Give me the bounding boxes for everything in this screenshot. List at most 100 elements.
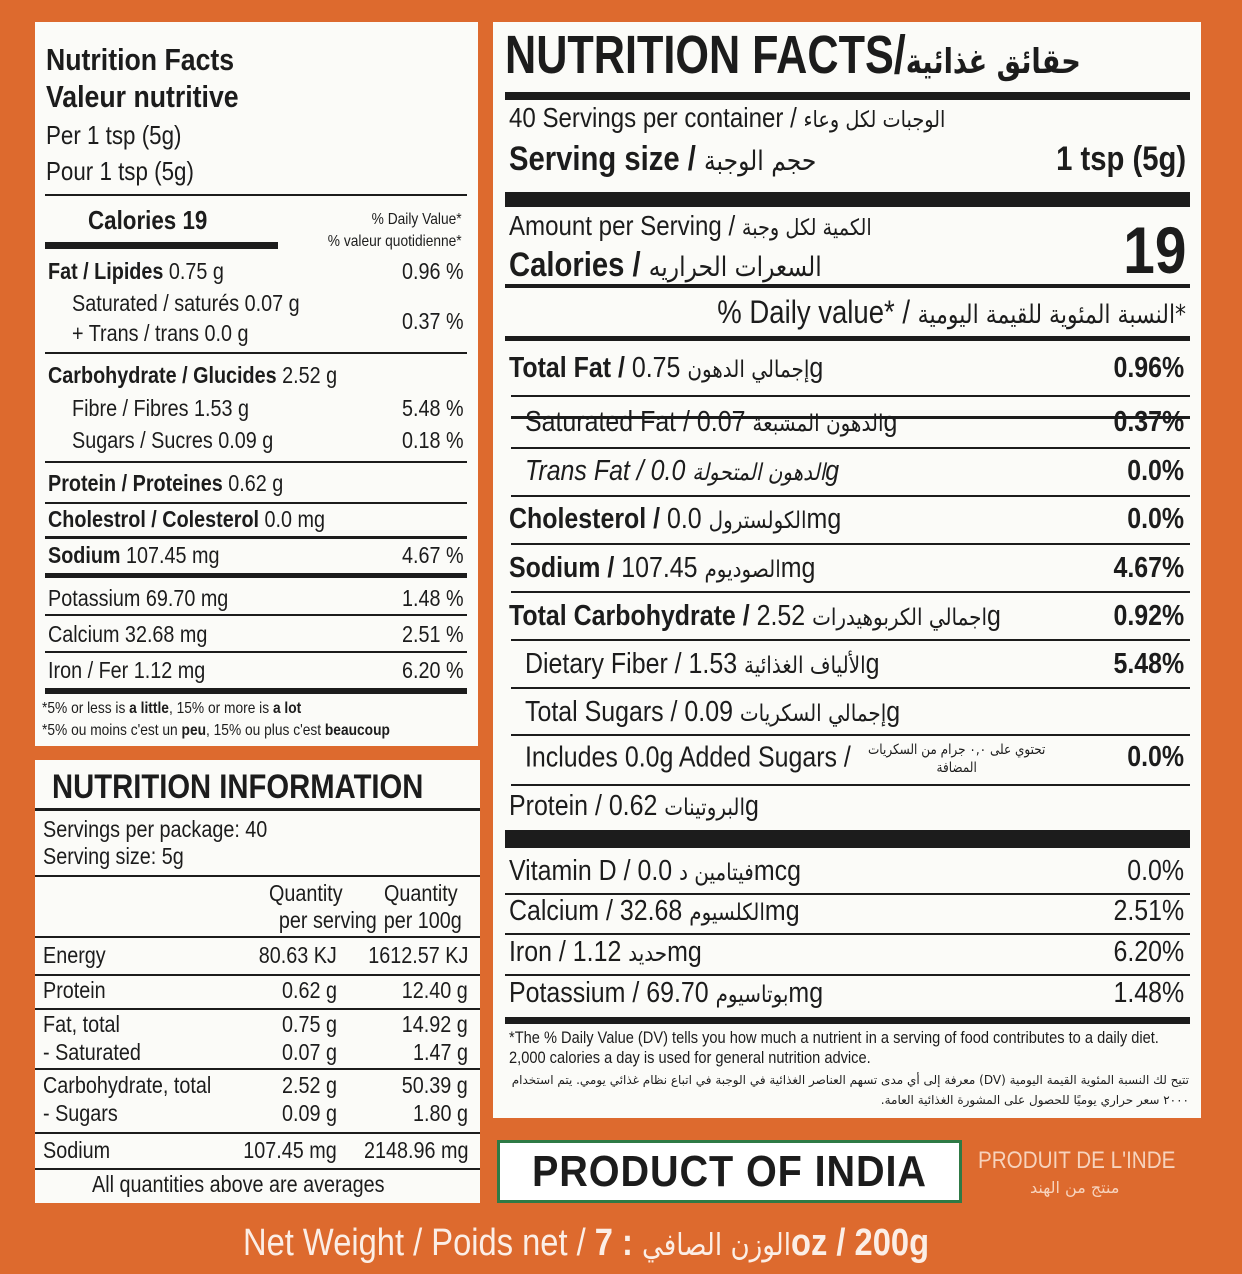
nutrient-amount: 107.45mg — [621, 552, 816, 584]
daily-value-text: 0.0% — [1127, 855, 1184, 887]
row-text: Iron / حديد 1.12mg — [509, 936, 702, 969]
serving-size-value-text: 1 tsp (5g) — [1056, 140, 1186, 178]
label-en: Saturated Fat / — [525, 406, 697, 438]
label-ar: السعرات الحراريه — [648, 252, 822, 283]
nutrient-name: Saturated / saturés 0.07 g — [72, 290, 300, 316]
per-serving-value-text: 0.07 g — [282, 1039, 337, 1065]
label-en: Total Fat / — [509, 352, 632, 384]
nutrient-amount: 0.09g — [684, 696, 901, 728]
nutrient-amount: 2.52 g — [276, 362, 338, 388]
daily-value-text: 5.48 % — [402, 395, 464, 421]
daily-value-text: 6.20% — [1113, 936, 1184, 968]
nutrient-name: Fat / Lipides — [48, 258, 164, 284]
daily-value-text: 0.0% — [1127, 455, 1184, 487]
footnote-fr: *5% ou moins c'est un peu, 15% ou plus c… — [42, 722, 447, 740]
row-text: Dietary Fiber / الألياف الغذائية 1.53g — [525, 648, 880, 681]
calories-value: 19 — [1113, 212, 1186, 288]
dv-fr-text: % valeur quotidienne* — [328, 233, 462, 250]
nutrient-amount: 0.0g — [650, 455, 840, 487]
row: Dietary Fiber / الألياف الغذائية 1.53g — [525, 648, 937, 681]
nutrient-row: Potassium 69.70 mg — [48, 585, 258, 612]
divider — [511, 495, 1190, 497]
per-serving-value: 2.52 g — [273, 1072, 337, 1099]
title-en: Nutrition Facts — [46, 42, 265, 78]
row: Total Carbohydrate / اجمالي الكربوهيدرات… — [509, 600, 1081, 633]
label-ar: حديد — [628, 940, 668, 967]
footnote-part: a lot — [272, 700, 302, 717]
divider — [511, 416, 1190, 419]
divider — [505, 336, 1190, 341]
dv-en: % Daily Value* — [357, 211, 462, 229]
nutrient-row: Protein / Proteines 0.62 g — [48, 470, 322, 497]
serving-size-value: 1 tsp (5g) — [1035, 140, 1186, 179]
row-label: Saturated / saturés 0.07 g — [72, 290, 300, 317]
row-label: + Trans / trans 0.0 g — [72, 320, 248, 347]
nutrient-name: Fibre / Fibres 1.53 g — [72, 395, 249, 421]
info-row-label: - Sugars — [43, 1100, 130, 1127]
info-row-label-text: Energy — [43, 942, 106, 968]
divider — [45, 242, 278, 249]
per-100g-value-text: 1612.57 KJ — [367, 942, 468, 968]
row: Calcium / الكلسيوم 32.68mg — [509, 895, 847, 928]
column-header-per-100g-text: Quantity — [384, 880, 458, 906]
divider — [511, 591, 1190, 593]
row-text: Total Fat / إجمالي الدهون 0.75g — [509, 352, 823, 385]
daily-value-text: 0.96 % — [402, 258, 464, 284]
info-row-label-text: Carbohydrate, total — [43, 1072, 212, 1098]
origin-en: PRODUCT OF INDIA — [531, 1146, 927, 1196]
serving-size-text: Serving size: 5g — [43, 843, 184, 869]
nutrient-name: Protein / Proteines — [48, 470, 223, 496]
label-ar: الوجبات لكل وعاء — [803, 107, 946, 133]
nutrient-amount: 0.0mcg — [637, 855, 801, 887]
info-row-label: Carbohydrate, total — [43, 1072, 239, 1099]
row: Total Sugars / إجمالي السكريات 0.09g — [525, 696, 961, 729]
title-fr: Valeur nutritive — [46, 79, 270, 115]
label-en: Calories / — [509, 246, 649, 284]
calories: Calories 19 — [88, 205, 227, 236]
label-en: Potassium / — [509, 977, 647, 1009]
divider — [45, 502, 467, 504]
per-100g-value-text: 14.92 g — [401, 1011, 468, 1037]
calories-text: Calories 19 — [88, 205, 208, 235]
nutrition-information-panel: NUTRITION INFORMATION Servings per packag… — [35, 760, 480, 1203]
label-en: Sodium / — [509, 552, 622, 584]
info-row-label-text: Protein — [43, 977, 106, 1003]
divider — [45, 352, 467, 354]
column-header-per-100g: Quantity — [372, 880, 458, 907]
footnote-part: *5% ou moins c'est un — [42, 722, 182, 739]
daily-value-text: 0.37% — [1113, 406, 1184, 438]
row-text: Potassium / بوتاسيوم 69.70mg — [509, 977, 823, 1010]
daily-value: 0.96% — [1102, 352, 1184, 385]
us-title: NUTRITION FACTS/حقائق غذائية — [505, 24, 1225, 86]
row-text: Total Sugars / إجمالي السكريات 0.09g — [525, 696, 900, 729]
per-serving-value: 107.45 mg — [228, 1137, 337, 1164]
daily-value-text: 1.48 % — [402, 585, 464, 611]
daily-value: 0.96 % — [392, 258, 464, 285]
divider — [511, 734, 1190, 736]
divider — [511, 639, 1190, 641]
servings-text: Servings per package: 40 — [43, 816, 268, 842]
nutrient-amount: 107.45 mg — [120, 542, 220, 568]
per-100g-value-text: 12.40 g — [401, 977, 468, 1003]
row: Includes 0.0g Added Sugars / تحتوي على ٠… — [525, 741, 1142, 777]
row-text: Amount per Serving / الكمية لكل وجبة — [509, 210, 872, 242]
daily-value: 2.51% — [1102, 895, 1184, 928]
daily-value: 2.51 % — [392, 621, 464, 648]
nutrient-name: Sodium — [48, 542, 121, 568]
row-label: Iron / Fer 1.12 mg — [48, 657, 205, 684]
canadian-nutrition-facts-panel: Nutrition Facts Valeur nutritive Per 1 tsp… — [35, 22, 478, 746]
row-text: Trans Fat / الدهون المتحولة 0.0g — [525, 455, 839, 488]
divider — [511, 543, 1190, 545]
nutrient-amount: 69.70mg — [646, 977, 824, 1009]
row-text: Saturated Fat / الدهون المشبعة 0.07g — [525, 406, 897, 439]
divider — [505, 830, 1190, 848]
per-100g-value-text: 1.47 g — [413, 1039, 468, 1065]
info-row-label-text: Fat, total — [43, 1011, 120, 1037]
divider — [505, 893, 1190, 895]
info-row-label: Protein — [43, 977, 116, 1004]
divider — [511, 395, 1190, 397]
per-100g-value: 12.40 g — [391, 977, 468, 1004]
column-header-per-serving: Quantity — [257, 880, 343, 907]
averages-note: All quantities above are averages — [92, 1171, 432, 1198]
label-ar: الصوديوم — [704, 556, 781, 583]
